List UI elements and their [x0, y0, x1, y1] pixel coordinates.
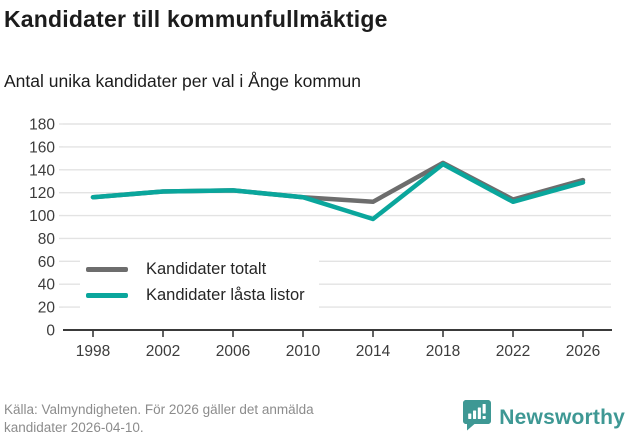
newsworthy-wordmark: Newsworthy [499, 406, 625, 429]
legend-item-total: Kandidater totalt [86, 260, 305, 279]
page-subtitle: Antal unika kandidater per val i Ånge ko… [4, 71, 362, 91]
svg-text:80: 80 [38, 231, 56, 248]
chart-svg: 0 20 40 60 80 100 120 140 160 180 1998 2002 2006 2010… [29, 117, 612, 360]
svg-text:1998: 1998 [76, 343, 110, 360]
svg-text:180: 180 [29, 117, 55, 134]
svg-text:0: 0 [46, 323, 55, 340]
svg-text:20: 20 [38, 300, 56, 317]
source-note: Källa: Valmyndigheten. För 2026 gäller d… [4, 402, 314, 435]
svg-text:40: 40 [38, 277, 56, 294]
chart-legend: Kandidater totalt Kandidater låsta listo… [80, 253, 319, 313]
newsworthy-logo: Newsworthy [462, 399, 625, 437]
legend-label-total: Kandidater totalt [146, 260, 267, 278]
legend-item-locked-lists: Kandidater låsta listor [86, 286, 305, 305]
svg-text:140: 140 [29, 162, 55, 179]
newsworthy-icon [462, 399, 492, 437]
legend-swatch-locked-lists [86, 293, 128, 298]
legend-label-locked-lists: Kandidater låsta listor [146, 286, 305, 304]
svg-text:160: 160 [29, 139, 55, 156]
svg-text:2026: 2026 [566, 343, 600, 360]
svg-text:2014: 2014 [356, 343, 391, 360]
svg-text:2002: 2002 [146, 343, 180, 360]
page-title: Kandidater till kommunfullmäktige [4, 6, 388, 32]
legend-swatch-total [86, 267, 128, 272]
svg-text:2006: 2006 [216, 343, 250, 360]
line-chart: 0 20 40 60 80 100 120 140 160 180 1998 2002 2006 2010… [0, 112, 631, 374]
svg-text:120: 120 [29, 185, 55, 202]
svg-text:60: 60 [38, 254, 56, 271]
svg-text:2018: 2018 [426, 343, 460, 360]
svg-text:100: 100 [29, 208, 55, 225]
svg-text:2010: 2010 [286, 343, 321, 360]
svg-text:2022: 2022 [496, 343, 530, 360]
